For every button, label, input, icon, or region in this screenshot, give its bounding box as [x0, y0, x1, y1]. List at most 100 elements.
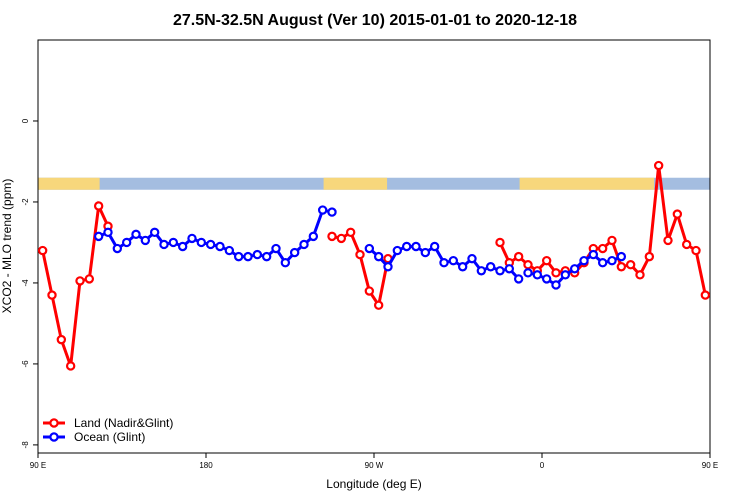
data-point	[159, 239, 169, 250]
surface-strip	[38, 177, 710, 190]
data-point	[597, 243, 608, 254]
legend-marker	[49, 418, 59, 428]
data-point	[56, 334, 67, 345]
data-point	[551, 268, 561, 278]
legend-marker	[49, 432, 59, 442]
data-point	[691, 245, 701, 256]
data-point	[327, 231, 337, 242]
data-point	[373, 300, 384, 310]
chart-title: 27.5N-32.5N August (Ver 10) 2015-01-01 t…	[173, 12, 577, 29]
data-point	[215, 241, 225, 252]
x-tick-label: 180	[199, 461, 213, 470]
data-point	[187, 233, 197, 244]
y-tick-label: -6	[21, 360, 30, 368]
data-point	[345, 227, 356, 238]
data-point	[65, 361, 76, 371]
strip-land	[323, 177, 388, 190]
data-point	[271, 243, 281, 254]
data-point	[495, 266, 505, 276]
data-point	[168, 237, 179, 248]
data-point	[448, 255, 459, 266]
data-point	[47, 290, 57, 300]
data-point	[84, 274, 95, 284]
data-point	[177, 241, 188, 252]
y-tick-label: -2	[21, 198, 30, 206]
data-point	[140, 235, 151, 246]
series-line	[41, 200, 110, 367]
y-axis-label: XCO2 - MLO trend (ppm)	[0, 179, 14, 314]
data-point	[355, 249, 365, 260]
data-point	[551, 280, 561, 290]
data-point	[569, 264, 580, 274]
data-point	[289, 247, 300, 258]
data-point	[149, 227, 160, 238]
legend-label: Ocean (Glint)	[74, 430, 145, 444]
data-point	[579, 255, 589, 266]
data-point	[560, 270, 571, 280]
data-point	[93, 231, 104, 242]
x-tick-label: 90 W	[365, 461, 384, 470]
x-tick-label: 90 E	[702, 461, 718, 470]
data-point	[663, 235, 673, 246]
data-point	[532, 270, 543, 280]
data-point	[653, 160, 664, 171]
data-point	[607, 255, 617, 266]
data-point	[504, 264, 515, 274]
x-tick-label: 90 E	[30, 461, 46, 470]
data-point	[700, 290, 711, 300]
data-point	[439, 257, 449, 268]
data-point	[233, 251, 244, 262]
data-point	[625, 260, 636, 270]
data-point	[261, 251, 272, 262]
axis-ticks: 90 E 180 90 W 0 90 E 0 -2 -4 -6 -8	[21, 118, 718, 470]
data-point	[280, 257, 291, 268]
data-point	[476, 266, 487, 276]
data-point	[541, 255, 552, 266]
data-point	[429, 241, 440, 252]
data-point	[37, 245, 48, 256]
data-point	[401, 241, 412, 252]
data-point	[299, 239, 309, 250]
data-point	[513, 274, 524, 284]
data-point	[467, 253, 477, 264]
data-point	[93, 201, 104, 211]
y-tick-label: -4	[21, 279, 30, 287]
series-land	[37, 160, 711, 371]
data-point	[392, 245, 403, 256]
data-point	[75, 276, 85, 286]
data-point	[597, 257, 608, 268]
data-point	[364, 243, 375, 254]
plot-frame	[37, 39, 711, 454]
data-point	[196, 237, 207, 248]
series-ocean	[93, 205, 627, 290]
legend: Land (Nadir&Glint)Ocean (Glint)	[43, 416, 173, 444]
data-point	[252, 249, 263, 260]
data-point	[308, 231, 319, 242]
data-point	[644, 251, 655, 262]
data-point	[513, 251, 524, 262]
y-tick-label: -8	[21, 441, 30, 449]
data-point	[383, 262, 393, 272]
data-point	[523, 268, 533, 278]
data-point	[672, 209, 683, 219]
series-line	[331, 230, 390, 310]
data-point	[224, 245, 235, 256]
data-point	[541, 274, 552, 284]
data-point	[336, 233, 347, 244]
data-point	[243, 251, 253, 262]
series-layer	[37, 160, 711, 371]
data-point	[616, 251, 627, 262]
data-point	[607, 235, 617, 246]
data-point	[327, 207, 337, 217]
strip-land	[519, 177, 654, 190]
data-point	[457, 262, 468, 272]
data-point	[131, 229, 141, 240]
data-point	[205, 239, 216, 250]
data-point	[523, 260, 533, 270]
x-tick-label: 0	[540, 461, 545, 470]
y-tick-label: 0	[21, 118, 30, 123]
data-point	[588, 249, 599, 260]
data-point	[495, 237, 505, 248]
data-point	[635, 270, 645, 280]
